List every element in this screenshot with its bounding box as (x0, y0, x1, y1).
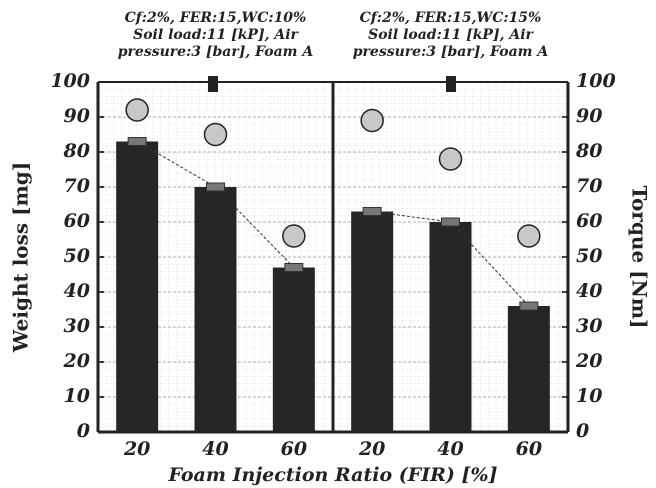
torque-point (360, 108, 384, 133)
bar (507, 306, 550, 432)
panel-title: Cf:2%, FER:15,WC:10% (125, 10, 307, 26)
torque-point (203, 122, 228, 147)
y2-tick-label: 20 (575, 350, 602, 372)
y-tick-label: 100 (50, 70, 90, 92)
bar-top-marker (519, 301, 539, 311)
bar-top-marker (362, 207, 382, 216)
y2-tick-label: 30 (576, 315, 602, 337)
y-axis-label: Weight loss [mg] (9, 162, 33, 353)
y2-tick-label: 0 (576, 420, 589, 442)
trend-line (372, 211, 530, 307)
panel-title: Soil load:11 [kP], Air (133, 27, 299, 43)
y-tick-label: 60 (64, 210, 90, 232)
y2-tick-label: 50 (576, 245, 602, 267)
x-tick-label: 40 (437, 438, 463, 460)
panel-title: Soil load:11 [kP], Air (368, 27, 534, 43)
bar (351, 211, 394, 432)
bar-top-marker (284, 263, 304, 272)
y-tick-label: 90 (64, 105, 90, 127)
x-tick-label: 20 (358, 438, 385, 460)
y2-tick-label: 10 (576, 385, 602, 407)
y2-tick-label: 100 (576, 70, 616, 92)
y-tick-label: 30 (64, 315, 90, 337)
torque-point (282, 224, 306, 248)
x-tick-label: 60 (281, 438, 307, 460)
bar (116, 141, 159, 432)
bar (429, 222, 472, 432)
y2-tick-label: 70 (576, 175, 602, 197)
y2-tick-label: 90 (576, 105, 602, 127)
y-tick-label: 40 (64, 280, 90, 302)
bar (272, 267, 315, 432)
panel-title: pressure:3 [bar], Foam A (118, 44, 314, 60)
y2-axis-label: Torque [Nm] (628, 185, 652, 328)
x-tick-label: 20 (123, 438, 150, 460)
y2-tick-label: 60 (576, 210, 602, 232)
y2-tick-label: 80 (575, 140, 602, 162)
panel-title: pressure:3 [bar], Foam A (353, 44, 549, 60)
bar (194, 187, 237, 432)
bar-top-marker (441, 217, 460, 227)
x-tick-label: 40 (202, 438, 228, 460)
x-tick-label: 60 (516, 438, 542, 460)
torque-point (517, 224, 541, 248)
y-tick-label: 20 (63, 350, 90, 372)
y-tick-label: 50 (64, 245, 90, 267)
x-axis-label: Foam Injection Ratio (FIR) [%] (167, 464, 497, 486)
panel-title: Cf:2%, FER:15,WC:15% (360, 10, 542, 26)
marker-square (446, 76, 456, 92)
y-tick-label: 80 (63, 140, 90, 162)
torque-point (438, 147, 463, 171)
bar-top-marker (206, 182, 225, 192)
y-tick-label: 0 (77, 420, 90, 442)
y-tick-label: 10 (64, 385, 90, 407)
y2-tick-label: 40 (576, 280, 602, 302)
bar-top-marker (127, 137, 147, 146)
marker-square (208, 76, 218, 92)
torque-point (125, 98, 149, 122)
y-tick-label: 70 (64, 175, 90, 197)
